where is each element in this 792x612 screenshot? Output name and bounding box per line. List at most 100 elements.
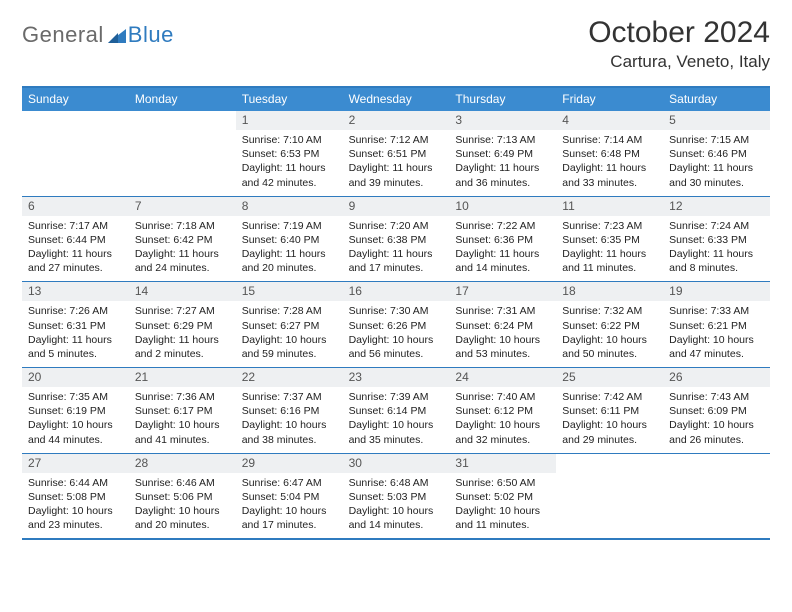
day-details: Sunrise: 6:50 AMSunset: 5:02 PMDaylight:… — [455, 476, 550, 533]
daylight-line-2: and 23 minutes. — [28, 518, 123, 532]
calendar-week: 6Sunrise: 7:17 AMSunset: 6:44 PMDaylight… — [22, 196, 770, 282]
calendar-week: 13Sunrise: 7:26 AMSunset: 6:31 PMDayligh… — [22, 281, 770, 367]
sunrise-line: Sunrise: 7:20 AM — [349, 219, 444, 233]
daylight-line-1: Daylight: 11 hours — [28, 247, 123, 261]
calendar-week: 1Sunrise: 7:10 AMSunset: 6:53 PMDaylight… — [22, 111, 770, 196]
day-details: Sunrise: 7:22 AMSunset: 6:36 PMDaylight:… — [455, 219, 550, 276]
daylight-line-2: and 56 minutes. — [349, 347, 444, 361]
day-details: Sunrise: 7:35 AMSunset: 6:19 PMDaylight:… — [28, 390, 123, 447]
daylight-line-1: Daylight: 10 hours — [562, 333, 657, 347]
day-details: Sunrise: 7:24 AMSunset: 6:33 PMDaylight:… — [669, 219, 764, 276]
daylight-line-1: Daylight: 11 hours — [455, 247, 550, 261]
calendar-week: 27Sunrise: 6:44 AMSunset: 5:08 PMDayligh… — [22, 453, 770, 539]
day-number: 6 — [22, 197, 129, 216]
sunset-line: Sunset: 5:03 PM — [349, 490, 444, 504]
calendar-day: 29 Sunrise: 6:47 AMSunset: 5:04 PMDayligh… — [236, 454, 343, 539]
sunset-line: Sunset: 6:14 PM — [349, 404, 444, 418]
sunset-line: Sunset: 6:33 PM — [669, 233, 764, 247]
daylight-line-1: Daylight: 11 hours — [242, 161, 337, 175]
daylight-line-1: Daylight: 10 hours — [28, 418, 123, 432]
calendar-day: 4Sunrise: 7:14 AMSunset: 6:48 PMDaylight… — [556, 111, 663, 196]
calendar-day: 24Sunrise: 7:40 AMSunset: 6:12 PMDayligh… — [449, 368, 556, 453]
sunset-line: Sunset: 6:44 PM — [28, 233, 123, 247]
day-details: Sunrise: 6:47 AMSunset: 5:04 PMDaylight:… — [242, 476, 337, 533]
daylight-line-2: and 59 minutes. — [242, 347, 337, 361]
calendar-day — [129, 111, 236, 196]
daylight-line-1: Daylight: 11 hours — [242, 247, 337, 261]
daylight-line-1: Daylight: 10 hours — [562, 418, 657, 432]
sunrise-line: Sunrise: 7:37 AM — [242, 390, 337, 404]
sunrise-line: Sunrise: 7:39 AM — [349, 390, 444, 404]
calendar-day: 3Sunrise: 7:13 AMSunset: 6:49 PMDaylight… — [449, 111, 556, 196]
day-number: 21 — [129, 368, 236, 387]
sunrise-line: Sunrise: 7:13 AM — [455, 133, 550, 147]
calendar-day: 30Sunrise: 6:48 AMSunset: 5:03 PMDayligh… — [343, 454, 450, 539]
brand-logo: General Blue — [22, 22, 174, 48]
day-details: Sunrise: 7:32 AMSunset: 6:22 PMDaylight:… — [562, 304, 657, 361]
daylight-line-1: Daylight: 11 hours — [349, 247, 444, 261]
day-number: 7 — [129, 197, 236, 216]
calendar-day: 16Sunrise: 7:30 AMSunset: 6:26 PMDayligh… — [343, 282, 450, 367]
sunrise-line: Sunrise: 7:30 AM — [349, 304, 444, 318]
logo-text-blue: Blue — [128, 22, 174, 48]
day-number: 27 — [22, 454, 129, 473]
day-number: 9 — [343, 197, 450, 216]
daylight-line-2: and 44 minutes. — [28, 433, 123, 447]
day-number: 12 — [663, 197, 770, 216]
sunset-line: Sunset: 6:51 PM — [349, 147, 444, 161]
calendar-day: 11Sunrise: 7:23 AMSunset: 6:35 PMDayligh… — [556, 197, 663, 282]
sunset-line: Sunset: 5:02 PM — [455, 490, 550, 504]
sunrise-line: Sunrise: 7:42 AM — [562, 390, 657, 404]
calendar-day: 8Sunrise: 7:19 AMSunset: 6:40 PMDaylight… — [236, 197, 343, 282]
sunrise-line: Sunrise: 7:32 AM — [562, 304, 657, 318]
daylight-line-2: and 33 minutes. — [562, 176, 657, 190]
calendar-week: 20 Sunrise: 7:35 AMSunset: 6:19 PMDayligh… — [22, 367, 770, 453]
daylight-line-2: and 53 minutes. — [455, 347, 550, 361]
logo-sail-icon — [106, 25, 128, 45]
dow-friday: Friday — [556, 88, 663, 111]
calendar-day: 19Sunrise: 7:33 AMSunset: 6:21 PMDayligh… — [663, 282, 770, 367]
day-details: Sunrise: 7:18 AMSunset: 6:42 PMDaylight:… — [135, 219, 230, 276]
sunrise-line: Sunrise: 6:44 AM — [28, 476, 123, 490]
daylight-line-1: Daylight: 10 hours — [349, 418, 444, 432]
dow-sunday: Sunday — [22, 88, 129, 111]
day-number — [129, 111, 236, 130]
daylight-line-2: and 36 minutes. — [455, 176, 550, 190]
calendar-day: 10Sunrise: 7:22 AMSunset: 6:36 PMDayligh… — [449, 197, 556, 282]
calendar-day: 1Sunrise: 7:10 AMSunset: 6:53 PMDaylight… — [236, 111, 343, 196]
sunrise-line: Sunrise: 7:27 AM — [135, 304, 230, 318]
daylight-line-1: Daylight: 11 hours — [28, 333, 123, 347]
day-details: Sunrise: 7:28 AMSunset: 6:27 PMDaylight:… — [242, 304, 337, 361]
calendar-day: 31 Sunrise: 6:50 AMSunset: 5:02 PMDayligh… — [449, 454, 556, 539]
day-number: 18 — [556, 282, 663, 301]
daylight-line-1: Daylight: 11 hours — [135, 247, 230, 261]
sunset-line: Sunset: 5:06 PM — [135, 490, 230, 504]
daylight-line-1: Daylight: 10 hours — [135, 418, 230, 432]
day-details: Sunrise: 7:26 AMSunset: 6:31 PMDaylight:… — [28, 304, 123, 361]
daylight-line-1: Daylight: 11 hours — [135, 333, 230, 347]
day-number: 20 — [22, 368, 129, 387]
sunset-line: Sunset: 6:35 PM — [562, 233, 657, 247]
daylight-line-2: and 14 minutes. — [349, 518, 444, 532]
sunset-line: Sunset: 6:29 PM — [135, 319, 230, 333]
sunset-line: Sunset: 5:04 PM — [242, 490, 337, 504]
day-number: 15 — [236, 282, 343, 301]
daylight-line-1: Daylight: 10 hours — [349, 333, 444, 347]
day-number: 29 — [236, 454, 343, 473]
daylight-line-2: and 11 minutes. — [562, 261, 657, 275]
day-details: Sunrise: 7:19 AMSunset: 6:40 PMDaylight:… — [242, 219, 337, 276]
day-number: 31 — [449, 454, 556, 473]
day-details: Sunrise: 7:37 AMSunset: 6:16 PMDaylight:… — [242, 390, 337, 447]
daylight-line-2: and 50 minutes. — [562, 347, 657, 361]
calendar-day: 20 Sunrise: 7:35 AMSunset: 6:19 PMDayligh… — [22, 368, 129, 453]
day-details: Sunrise: 6:48 AMSunset: 5:03 PMDaylight:… — [349, 476, 444, 533]
day-details: Sunrise: 7:23 AMSunset: 6:35 PMDaylight:… — [562, 219, 657, 276]
dow-wednesday: Wednesday — [343, 88, 450, 111]
sunset-line: Sunset: 6:22 PM — [562, 319, 657, 333]
daylight-line-1: Daylight: 10 hours — [455, 418, 550, 432]
sunset-line: Sunset: 6:09 PM — [669, 404, 764, 418]
day-details: Sunrise: 7:40 AMSunset: 6:12 PMDaylight:… — [455, 390, 550, 447]
daylight-line-2: and 42 minutes. — [242, 176, 337, 190]
calendar-day: 22Sunrise: 7:37 AMSunset: 6:16 PMDayligh… — [236, 368, 343, 453]
daylight-line-1: Daylight: 11 hours — [455, 161, 550, 175]
